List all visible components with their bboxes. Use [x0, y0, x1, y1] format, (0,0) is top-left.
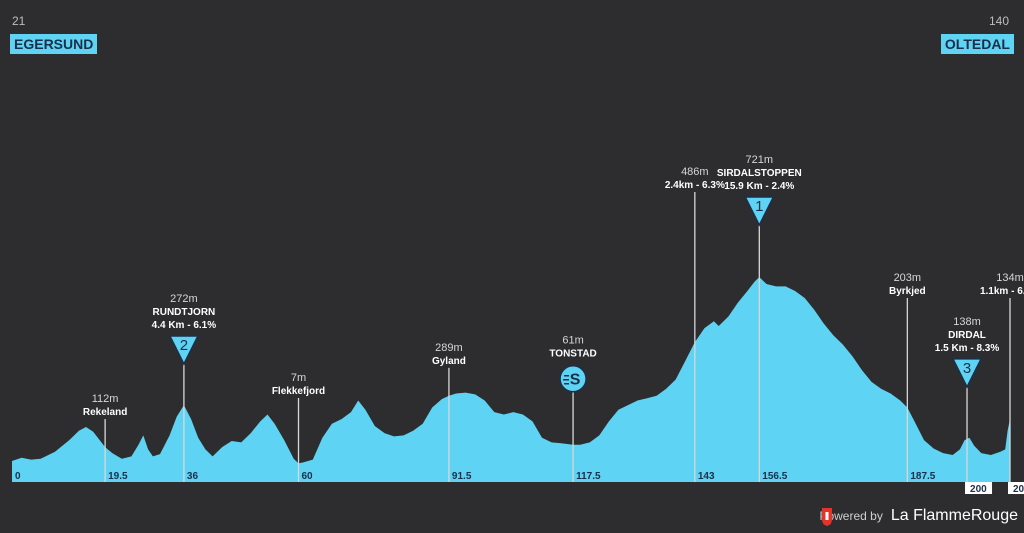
powered-by-text: Powered by: [819, 509, 883, 523]
flamme-rouge-logo-icon: [822, 508, 833, 526]
annotation-label-1: 272m RUNDTJORN 4.4 Km - 6.1%: [152, 293, 217, 331]
climb-category-1-marker-icon: [744, 196, 775, 227]
annotation-7-line-0: 203m: [894, 272, 922, 284]
climb-category-1-label: 1: [755, 198, 763, 215]
annotation-label-6: 721m SIRDALSTOPPEN 15.9 Km - 2.4%: [717, 154, 802, 192]
km-tick-badge-10: [1008, 482, 1024, 494]
annotation-label-5: 486m 2.4km - 6.3%: [665, 166, 725, 191]
km-tick-label-1: 19.5: [108, 471, 128, 482]
annotation-8-line-0: 138m: [953, 316, 981, 328]
annotation-6-line-1: SIRDALSTOPPEN: [717, 168, 802, 179]
sprint-marker-icon: [559, 364, 587, 393]
annotation-2-line-0: 7m: [291, 372, 306, 384]
annotation-9-line-1: 1.1km - 6.8%: [980, 286, 1024, 297]
km-tick-label-2: 36: [187, 471, 199, 482]
annotation-1-line-1: RUNDTJORN: [153, 307, 216, 318]
km-tick-label-5: 117.5: [576, 471, 601, 482]
climb-category-3-label: 3: [963, 360, 971, 377]
km-tick-label-4: 91.5: [452, 471, 472, 482]
km-tick-label-0: 0: [15, 471, 21, 482]
annotation-9-line-0: 134m: [996, 272, 1024, 284]
annotation-5-line-1: 2.4km - 6.3%: [665, 180, 725, 191]
km-tick-label-8: 187.5: [910, 471, 935, 482]
brand-name: La FlammeRouge: [890, 507, 1018, 524]
climb-category-2-marker-icon: [168, 335, 200, 366]
annotation-0-line-0: 112m: [92, 393, 119, 405]
annotation-label-3: 289m Gyland: [432, 342, 466, 367]
start-city-badge: EGERSUND: [10, 34, 98, 54]
annotation-label-9: 134m 1.1km - 6.8%: [980, 272, 1024, 297]
annotation-3-line-0: 289m: [435, 342, 463, 354]
annotation-label-7: 203m Byrkjed: [889, 272, 926, 297]
km-tick-label-10: 209: [1013, 484, 1024, 495]
annotation-2-line-1: Flekkefjord: [272, 386, 325, 397]
annotation-label-8: 138m DIRDAL 1.5 Km - 8.3%: [935, 316, 1000, 354]
climb-category-2-label: 2: [180, 337, 188, 354]
km-tick-label-6: 143: [698, 471, 715, 482]
start-number: 21: [12, 14, 26, 28]
annotation-0-line-1: Rekeland: [83, 407, 127, 418]
annotation-7-line-1: Byrkjed: [889, 286, 926, 297]
annotation-6-line-2: 15.9 Km - 2.4%: [724, 181, 794, 192]
annotation-6-line-0: 721m: [746, 154, 774, 166]
climb-category-3-marker-icon: [951, 358, 983, 389]
km-tick-label-9: 200: [970, 484, 987, 495]
annotation-1-line-0: 272m: [170, 293, 198, 305]
km-tick-label-7: 156.5: [762, 471, 787, 482]
annotation-label-2: 7m Flekkefjord: [272, 372, 325, 397]
annotation-label-0: 112m Rekeland: [83, 393, 127, 418]
annotation-4-line-1: TONSTAD: [549, 349, 596, 360]
km-tick-label-3: 60: [302, 471, 314, 482]
footer: Powered by La FlammeRouge: [819, 507, 1018, 526]
finish-number: 140: [988, 14, 1009, 28]
annotation-8-line-2: 1.5 Km - 8.3%: [935, 343, 1000, 354]
sprint-marker-symbol: S: [570, 372, 581, 389]
annotation-8-line-1: DIRDAL: [948, 330, 986, 341]
finish-city-badge: OLTEDAL: [940, 34, 1014, 54]
annotation-label-4: 61m TONSTAD: [549, 335, 596, 360]
annotation-5-line-0: 486m: [681, 166, 709, 178]
km-tick-badge-9: [965, 482, 993, 494]
annotation-1-line-2: 4.4 Km - 6.1%: [152, 320, 217, 331]
annotation-4-line-0: 61m: [562, 335, 583, 347]
elevation-area: [12, 277, 1010, 482]
annotation-3-line-1: Gyland: [432, 356, 466, 367]
